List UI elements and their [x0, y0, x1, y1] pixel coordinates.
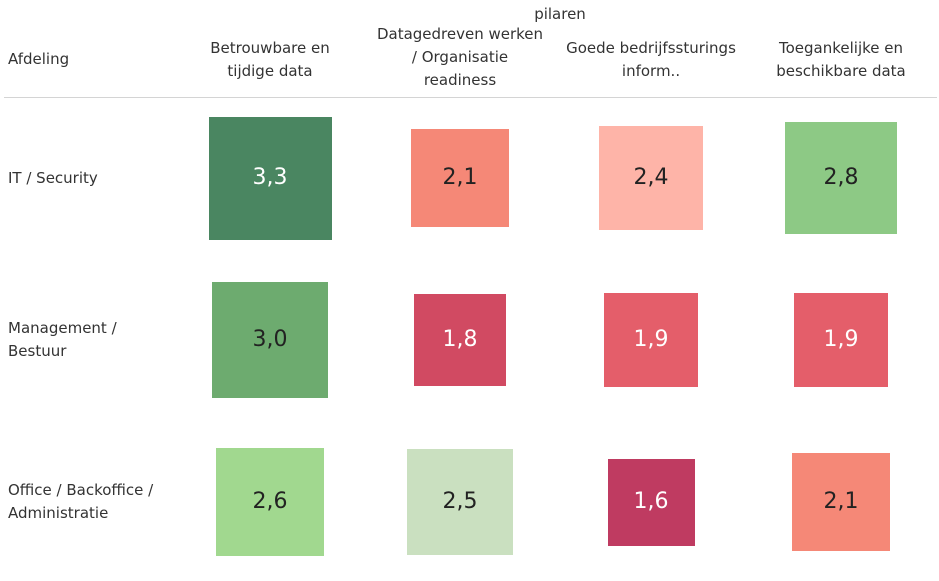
heatmap-cell[interactable]: 2,1	[792, 453, 890, 551]
heatmap-cell[interactable]: 3,0	[211, 281, 329, 399]
heatmap-cell[interactable]: 3,3	[208, 116, 332, 240]
heatmap-cell[interactable]: 2,1	[411, 129, 509, 227]
column-header: Datagedreven werken / Organisatie readin…	[376, 25, 544, 89]
row-label: Management / Bestuur	[8, 319, 117, 360]
heatmap-cell[interactable]: 2,8	[784, 121, 898, 235]
column-header: Toegankelijke en beschikbare data	[776, 39, 906, 80]
row-label: IT / Security	[8, 168, 98, 187]
row-label: Office / Backoffice / Administratie	[8, 481, 154, 522]
heatmap-cell[interactable]: 2,4	[599, 126, 703, 230]
header-divider	[4, 97, 937, 98]
row-header-title: Afdeling	[8, 50, 70, 68]
column-header: Goede bedrijfssturings inform..	[566, 39, 736, 80]
column-header: Betrouwbare en tijdige data	[210, 39, 330, 80]
heatmap-cell[interactable]: 1,8	[414, 294, 506, 386]
chart-title: pilaren	[534, 5, 586, 23]
heatmap-cell[interactable]: 2,6	[215, 447, 325, 557]
heatmap-cell[interactable]: 1,6	[607, 458, 695, 546]
heatmap-cell[interactable]: 2,5	[406, 448, 514, 556]
heatmap-cell[interactable]: 1,9	[794, 293, 888, 387]
heatmap-cell[interactable]: 1,9	[604, 293, 698, 387]
